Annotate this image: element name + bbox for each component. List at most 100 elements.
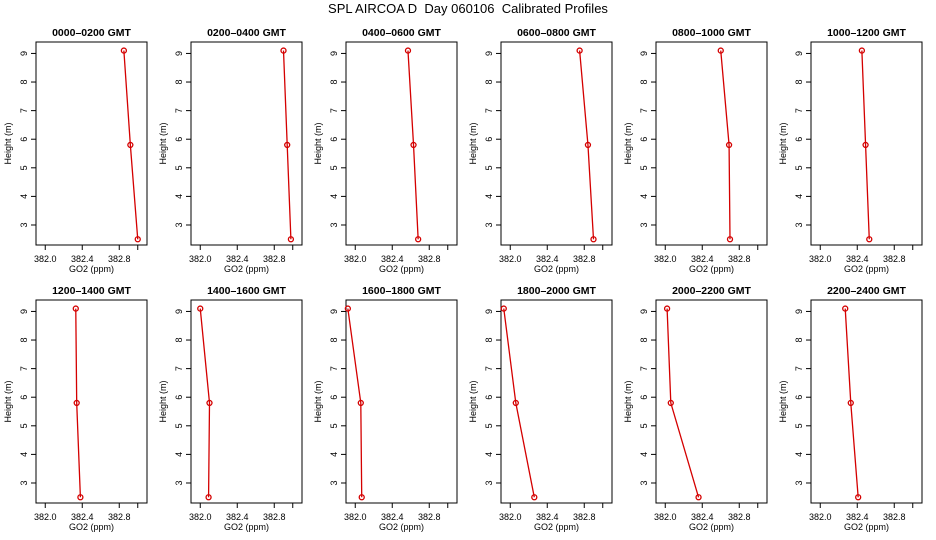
profile-line	[282, 50, 292, 240]
y-tick-label: 8	[174, 338, 184, 343]
x-tick-label: 382.8	[263, 512, 286, 522]
x-axis-label: GO2 (ppm)	[69, 264, 114, 274]
plot-frame	[35, 299, 148, 504]
data-point	[120, 47, 128, 54]
y-tick-label: 7	[174, 366, 184, 371]
data-point	[134, 236, 141, 243]
data-point	[667, 399, 674, 407]
profile-line	[347, 308, 363, 498]
chart-panel-5: 0800–1000 GMT 382.0 382.4 382.8 3 4 5 6 7 8 9 GO2 (…	[623, 27, 768, 274]
plot-frame	[500, 41, 613, 246]
y-tick-label: 7	[639, 366, 649, 371]
plot-frame	[345, 299, 458, 504]
y-tick-label: 5	[794, 165, 804, 170]
y-tick-label: 9	[174, 51, 184, 56]
y-tick-label: 9	[794, 51, 804, 56]
x-tick-label: 382.0	[654, 512, 677, 522]
plot-frame	[345, 41, 458, 246]
y-tick-label: 7	[19, 108, 29, 113]
x-axis-label: GO2 (ppm)	[534, 522, 579, 532]
profile-line	[666, 308, 700, 498]
y-tick-label: 7	[484, 366, 494, 371]
y-tick-label: 3	[484, 480, 494, 485]
y-tick-label: 3	[484, 222, 494, 227]
y-tick-label: 9	[484, 309, 494, 314]
y-tick-label: 3	[794, 480, 804, 485]
y-tick-label: 9	[329, 51, 339, 56]
x-axis-label: GO2 (ppm)	[379, 522, 424, 532]
x-tick-label: 382.4	[226, 512, 249, 522]
chart-panel-11: 2000–2200 GMT 382.0 382.4 382.8 3 4 5 6 7 8 9 GO2 (…	[623, 285, 768, 532]
y-tick-label: 3	[639, 480, 649, 485]
y-axis-label: Height (m)	[468, 122, 478, 164]
y-tick-label: 9	[19, 309, 29, 314]
data-point	[590, 236, 597, 243]
data-point	[77, 494, 84, 501]
y-tick-label: 7	[794, 366, 804, 371]
y-tick-label: 5	[794, 423, 804, 428]
data-point	[717, 47, 724, 54]
data-point	[205, 494, 212, 501]
y-tick-label: 7	[329, 366, 339, 371]
plot-frame	[190, 299, 303, 504]
y-tick-label: 4	[484, 452, 494, 457]
y-tick-label: 6	[639, 395, 649, 400]
y-tick-label: 8	[639, 338, 649, 343]
x-axis-label: GO2 (ppm)	[224, 264, 269, 274]
y-tick-label: 5	[639, 423, 649, 428]
y-tick-label: 3	[794, 222, 804, 227]
x-tick-label: 382.4	[846, 254, 869, 264]
y-tick-label: 8	[639, 80, 649, 85]
y-axis-label: Height (m)	[778, 380, 788, 422]
y-tick-label: 5	[639, 165, 649, 170]
y-tick-label: 5	[174, 423, 184, 428]
x-tick-label: 382.8	[418, 254, 441, 264]
x-axis-label: GO2 (ppm)	[844, 264, 889, 274]
x-tick-label: 382.4	[536, 254, 559, 264]
x-axis-label: GO2 (ppm)	[69, 522, 114, 532]
chart-panel-7: 1200–1400 GMT 382.0 382.4 382.8 3 4 5 6 7 8 9 GO2 (…	[3, 285, 148, 532]
panel-title: 1600–1800 GMT	[362, 285, 441, 297]
x-axis-label: GO2 (ppm)	[689, 264, 734, 274]
y-tick-label: 7	[794, 108, 804, 113]
y-tick-label: 3	[174, 480, 184, 485]
x-tick-label: 382.8	[728, 254, 751, 264]
plot-frame	[655, 299, 768, 504]
y-tick-label: 8	[794, 338, 804, 343]
chart-panel-4: 0600–0800 GMT 382.0 382.4 382.8 3 4 5 6 7 8 9 GO2 (…	[468, 27, 613, 274]
y-axis-label: Height (m)	[158, 380, 168, 422]
x-tick-label: 382.4	[71, 254, 94, 264]
data-point	[206, 399, 213, 407]
x-tick-label: 382.0	[809, 254, 832, 264]
chart-panel-1: 0000–0200 GMT 382.0 382.4 382.8 3 4 5 6 7 8 9 GO2 (…	[3, 27, 148, 274]
chart-panel-8: 1400–1600 GMT 382.0 382.4 382.8 3 4 5 6 7 8 9 GO2 (…	[158, 285, 303, 532]
data-point	[726, 236, 734, 243]
profile-line	[844, 308, 859, 498]
y-tick-label: 5	[484, 165, 494, 170]
y-tick-label: 7	[19, 366, 29, 371]
data-point	[197, 305, 204, 312]
plot-frame	[500, 299, 613, 504]
data-point	[725, 141, 733, 149]
plot-frame	[810, 299, 923, 504]
y-axis-label: Height (m)	[623, 380, 633, 422]
y-tick-label: 4	[639, 452, 649, 457]
panel-title: 0800–1000 GMT	[672, 27, 751, 39]
y-tick-label: 5	[329, 423, 339, 428]
panel-title: 1200–1400 GMT	[52, 285, 131, 297]
y-tick-label: 9	[19, 51, 29, 56]
y-tick-label: 4	[639, 194, 649, 199]
panel-title: 1800–2000 GMT	[517, 285, 596, 297]
profile-line	[75, 308, 82, 498]
x-tick-label: 382.0	[34, 254, 57, 264]
data-point	[284, 141, 291, 149]
y-tick-label: 5	[19, 423, 29, 428]
y-tick-label: 6	[794, 395, 804, 400]
x-tick-label: 382.4	[381, 254, 404, 264]
data-point	[357, 399, 364, 407]
y-tick-label: 3	[329, 480, 339, 485]
data-point	[866, 236, 873, 243]
chart-panel-2: 0200–0400 GMT 382.0 382.4 382.8 3 4 5 6 7 8 9 GO2 (…	[158, 27, 303, 274]
y-tick-label: 3	[639, 222, 649, 227]
